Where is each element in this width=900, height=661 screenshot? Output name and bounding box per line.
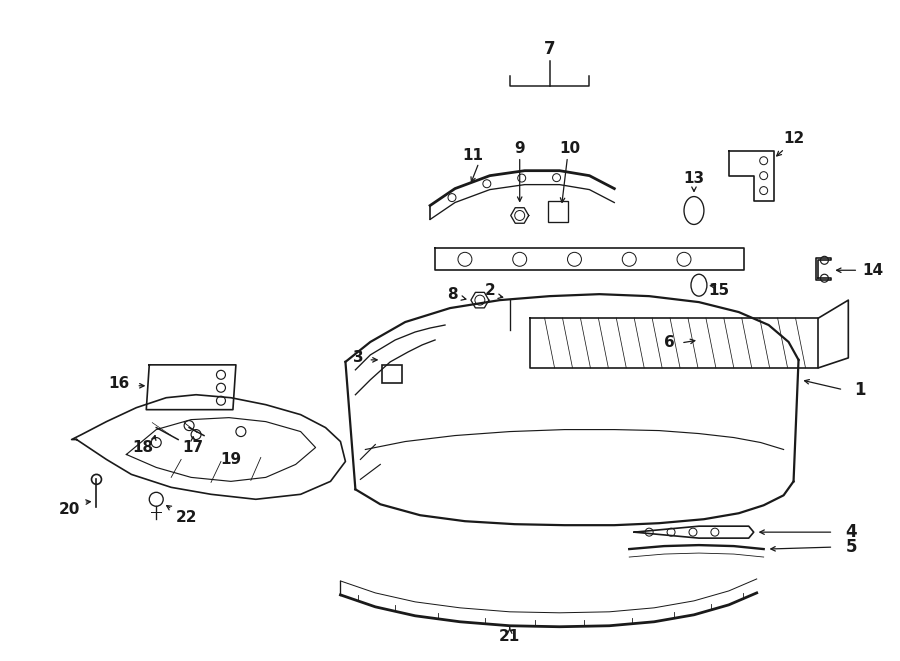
Ellipse shape [684,196,704,225]
Text: 22: 22 [176,510,197,525]
Text: 19: 19 [220,452,241,467]
Text: 20: 20 [58,502,80,517]
Text: 6: 6 [663,335,674,350]
Text: 7: 7 [544,40,555,58]
Text: 4: 4 [845,523,857,541]
Text: 10: 10 [559,141,580,156]
Text: 8: 8 [446,287,457,301]
Text: 11: 11 [463,148,483,163]
Text: 5: 5 [846,538,857,556]
Text: 18: 18 [132,440,154,455]
Text: 9: 9 [515,141,525,156]
Text: 13: 13 [683,171,705,186]
Text: 17: 17 [183,440,203,455]
Text: 3: 3 [353,350,364,366]
Text: 12: 12 [783,132,805,146]
Text: 15: 15 [708,283,729,297]
Text: 2: 2 [484,283,495,297]
Bar [547,200,568,223]
Text: 14: 14 [863,263,884,278]
Text: 1: 1 [854,381,866,399]
Text: 21: 21 [500,629,520,644]
Text: 16: 16 [109,376,130,391]
Ellipse shape [691,274,707,296]
Bar [382,365,402,383]
